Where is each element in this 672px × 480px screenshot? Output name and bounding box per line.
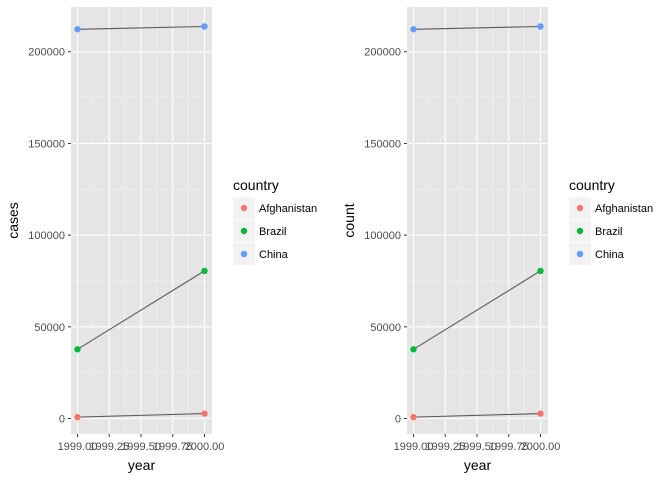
data-point-afghanistan bbox=[74, 413, 81, 421]
data-point-brazil bbox=[537, 267, 544, 275]
legend-key-swatch bbox=[576, 204, 584, 212]
y-tick-label: 100000 bbox=[364, 230, 401, 242]
x-tick-label: 1999.00 bbox=[58, 441, 98, 453]
x-tick-label: 1999.75 bbox=[489, 441, 529, 453]
data-point-brazil bbox=[201, 267, 208, 275]
legend-label: Brazil bbox=[259, 226, 287, 238]
x-tick-label: 2000.00 bbox=[185, 441, 225, 453]
data-point-china bbox=[201, 23, 208, 30]
x-tick-label: 1999.75 bbox=[153, 441, 193, 453]
legend-key-swatch bbox=[576, 250, 584, 258]
legend-key-swatch bbox=[240, 204, 248, 212]
legend-key-swatch bbox=[576, 227, 584, 235]
y-tick-label: 150000 bbox=[28, 138, 65, 150]
data-point-china bbox=[537, 23, 544, 30]
data-point-china bbox=[74, 26, 81, 33]
series-line-china bbox=[413, 25, 541, 30]
legend-title: country bbox=[233, 177, 279, 193]
y-axis-title: cases bbox=[5, 202, 21, 239]
series-line-brazil bbox=[413, 270, 541, 350]
data-point-afghanistan bbox=[537, 410, 544, 417]
data-point-china bbox=[410, 26, 417, 33]
y-tick-label: 0 bbox=[59, 414, 65, 426]
x-tick-label: 1999.25 bbox=[89, 441, 129, 453]
y-tick-label: 50000 bbox=[370, 322, 401, 334]
legend-label: China bbox=[259, 249, 289, 261]
x-axis-title: year bbox=[128, 457, 156, 473]
x-tick-label: 1999.25 bbox=[425, 441, 465, 453]
y-tick-label: 200000 bbox=[28, 47, 65, 59]
series-line-brazil bbox=[77, 270, 205, 350]
data-point-brazil bbox=[74, 346, 81, 353]
x-tick-label: 2000.00 bbox=[521, 441, 561, 453]
legend-label: Afghanistan bbox=[595, 203, 653, 215]
legend-label: Afghanistan bbox=[259, 203, 317, 215]
x-tick-label: 1999.00 bbox=[394, 441, 434, 453]
data-point-afghanistan bbox=[410, 413, 417, 421]
y-tick-label: 0 bbox=[395, 414, 401, 426]
y-tick-label: 200000 bbox=[364, 47, 401, 59]
x-tick-label: 1999.50 bbox=[121, 441, 161, 453]
data-point-brazil bbox=[410, 346, 417, 353]
legend-label: Brazil bbox=[595, 226, 623, 238]
series-line-china bbox=[77, 25, 205, 30]
y-tick-label: 50000 bbox=[34, 322, 65, 334]
y-tick-label: 150000 bbox=[364, 138, 401, 150]
legend-key-swatch bbox=[240, 250, 248, 258]
legend-key-swatch bbox=[240, 227, 248, 235]
series-line-afghanistan bbox=[413, 413, 541, 418]
x-tick-label: 1999.50 bbox=[457, 441, 497, 453]
y-axis-title: count bbox=[341, 203, 357, 237]
legend-label: China bbox=[595, 249, 625, 261]
data-point-afghanistan bbox=[201, 410, 208, 417]
series-line-afghanistan bbox=[77, 413, 205, 418]
x-axis-title: year bbox=[464, 457, 492, 473]
legend-title: country bbox=[569, 177, 615, 193]
y-tick-label: 100000 bbox=[28, 230, 65, 242]
